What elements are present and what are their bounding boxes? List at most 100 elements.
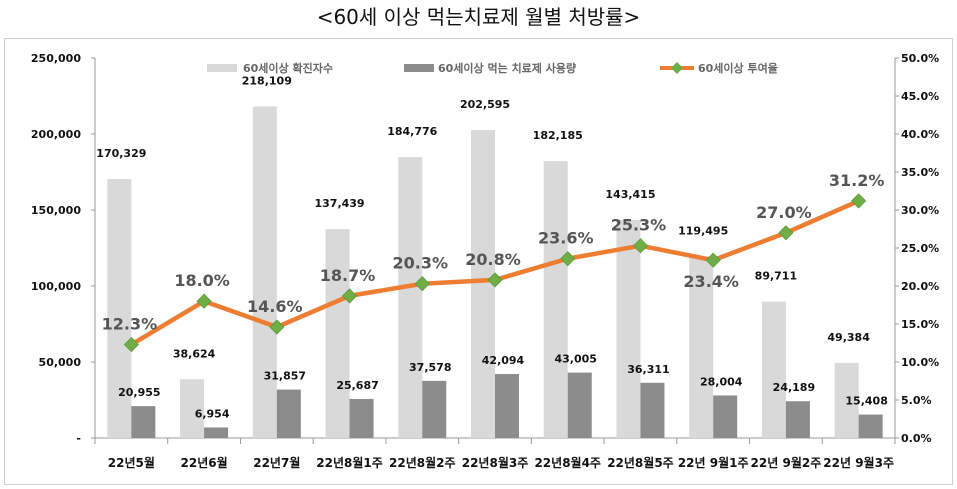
bar-confirmed-label: 184,776 [387,125,437,138]
rate-marker [560,251,576,267]
rate-marker [851,193,867,209]
right-tick-label: 0.0% [901,432,932,445]
rate-label: 12.3% [102,315,158,334]
rate-marker [196,293,212,309]
x-tick-label: 22년6월 [181,455,228,470]
rate-label: 20.3% [393,254,449,273]
x-tick-label: 22년 9월1주 [678,455,749,470]
bar-confirmed-label: 143,415 [605,188,655,201]
left-tick-label: 250,000 [31,52,81,65]
bar-usage-label: 20,955 [118,386,160,399]
bar-confirmed-label: 202,595 [460,98,510,111]
legend-label-confirmed: 60세이상 확진자수 [243,61,333,75]
right-tick-label: 5.0% [901,394,932,407]
bar-usage-label: 31,857 [264,370,306,383]
rate-label: 31.2% [829,171,885,190]
bar-treatment-usage [276,389,301,438]
x-tick-label: 22년 9월3주 [823,455,894,470]
left-tick-label: 200,000 [31,128,81,141]
rate-marker [487,272,503,288]
bar-confirmed-cases [834,362,859,438]
bar-confirmed-label: 119,495 [678,224,728,237]
right-tick-label: 20.0% [901,280,939,293]
rate-label: 23.4% [683,272,739,291]
x-tick-label: 22년8월4주 [534,455,601,470]
chart-frame [4,38,953,485]
bar-usage-label: 6,954 [195,407,230,420]
bar-confirmed-cases [471,130,495,438]
rate-marker [269,319,285,335]
right-tick-label: 10.0% [901,356,939,369]
x-tick-label: 22년8월1주 [316,455,383,470]
bar-usage-label: 28,004 [700,375,743,388]
bar-treatment-usage [785,401,810,438]
bar-usage-label: 43,005 [555,353,597,366]
left-tick-label: 150,000 [31,204,81,217]
legend-label-usage: 60세이상 먹는 치료제 사용량 [438,61,576,75]
left-tick-label: - [76,432,81,445]
legend-label-rate: 60세이상 투여율 [698,61,778,75]
bar-confirmed-label: 49,384 [827,331,870,344]
bar-confirmed-cases [252,106,277,439]
rate-marker [705,252,721,268]
x-tick-label: 22년8월5주 [607,455,674,470]
bar-usage-label: 36,311 [627,363,669,376]
bar-confirmed-cases [616,220,641,438]
bar-confirmed-cases [107,179,132,438]
bar-usage-label: 24,189 [773,381,815,394]
bar-treatment-usage [640,382,665,438]
bar-usage-label: 15,408 [845,395,887,408]
bar-treatment-usage [567,372,592,438]
rate-label: 18.7% [320,266,376,285]
rate-label: 18.0% [174,271,230,290]
rate-marker [632,238,649,254]
rate-label: 14.6% [247,297,303,316]
rate-marker [341,288,358,304]
x-tick-label: 22년5월 [108,455,155,470]
right-tick-label: 40.0% [901,128,939,141]
bar-confirmed-cases [689,256,714,438]
bar-confirmed-label: 89,711 [755,270,797,283]
right-tick-label: 15.0% [901,318,939,331]
rate-marker [414,276,430,292]
bar-confirmed-label: 38,624 [173,347,216,360]
bar-usage-label: 42,094 [482,354,525,367]
bar-confirmed-label: 170,329 [96,147,146,160]
bar-treatment-usage [131,406,156,438]
rate-label: 27.0% [756,203,812,222]
x-tick-label: 22년8월3주 [462,455,529,470]
rate-label: 20.8% [465,250,521,269]
bar-confirmed-cases [325,229,350,438]
x-tick-label: 22년 9월2주 [751,455,822,470]
rate-label: 25.3% [611,216,667,235]
left-tick-label: 100,000 [31,280,81,293]
bar-confirmed-label: 137,439 [314,197,364,210]
bar-confirmed-label: 182,185 [533,129,583,142]
x-tick-label: 22년7월 [253,455,300,470]
bar-confirmed-cases [398,157,423,438]
bar-confirmed-cases [761,301,786,438]
bar-confirmed-cases [180,379,205,438]
x-tick-label: 22년8월2주 [389,455,456,470]
right-tick-label: 30.0% [901,204,939,217]
legend-marker-rate [671,62,683,74]
bar-treatment-usage [858,414,883,438]
bar-usage-label: 37,578 [409,361,451,374]
legend-swatch-confirmed [207,64,237,72]
chart-title: <60세 이상 먹는치료제 월별 처방률> [316,5,641,29]
rate-marker [778,225,794,241]
right-tick-label: 35.0% [901,166,939,179]
bar-confirmed-cases [543,161,568,438]
bar-confirmed-label: 218,109 [242,74,292,87]
right-tick-label: 50.0% [901,52,939,65]
bar-treatment-usage [495,374,519,438]
legend-swatch-usage [404,64,434,72]
bar-treatment-usage [204,427,229,438]
bar-usage-label: 25,687 [336,379,378,392]
bar-treatment-usage [422,380,447,438]
right-tick-label: 45.0% [901,90,939,103]
rate-label: 23.6% [538,229,594,248]
bar-treatment-usage [349,398,374,438]
left-tick-label: 50,000 [39,356,82,369]
